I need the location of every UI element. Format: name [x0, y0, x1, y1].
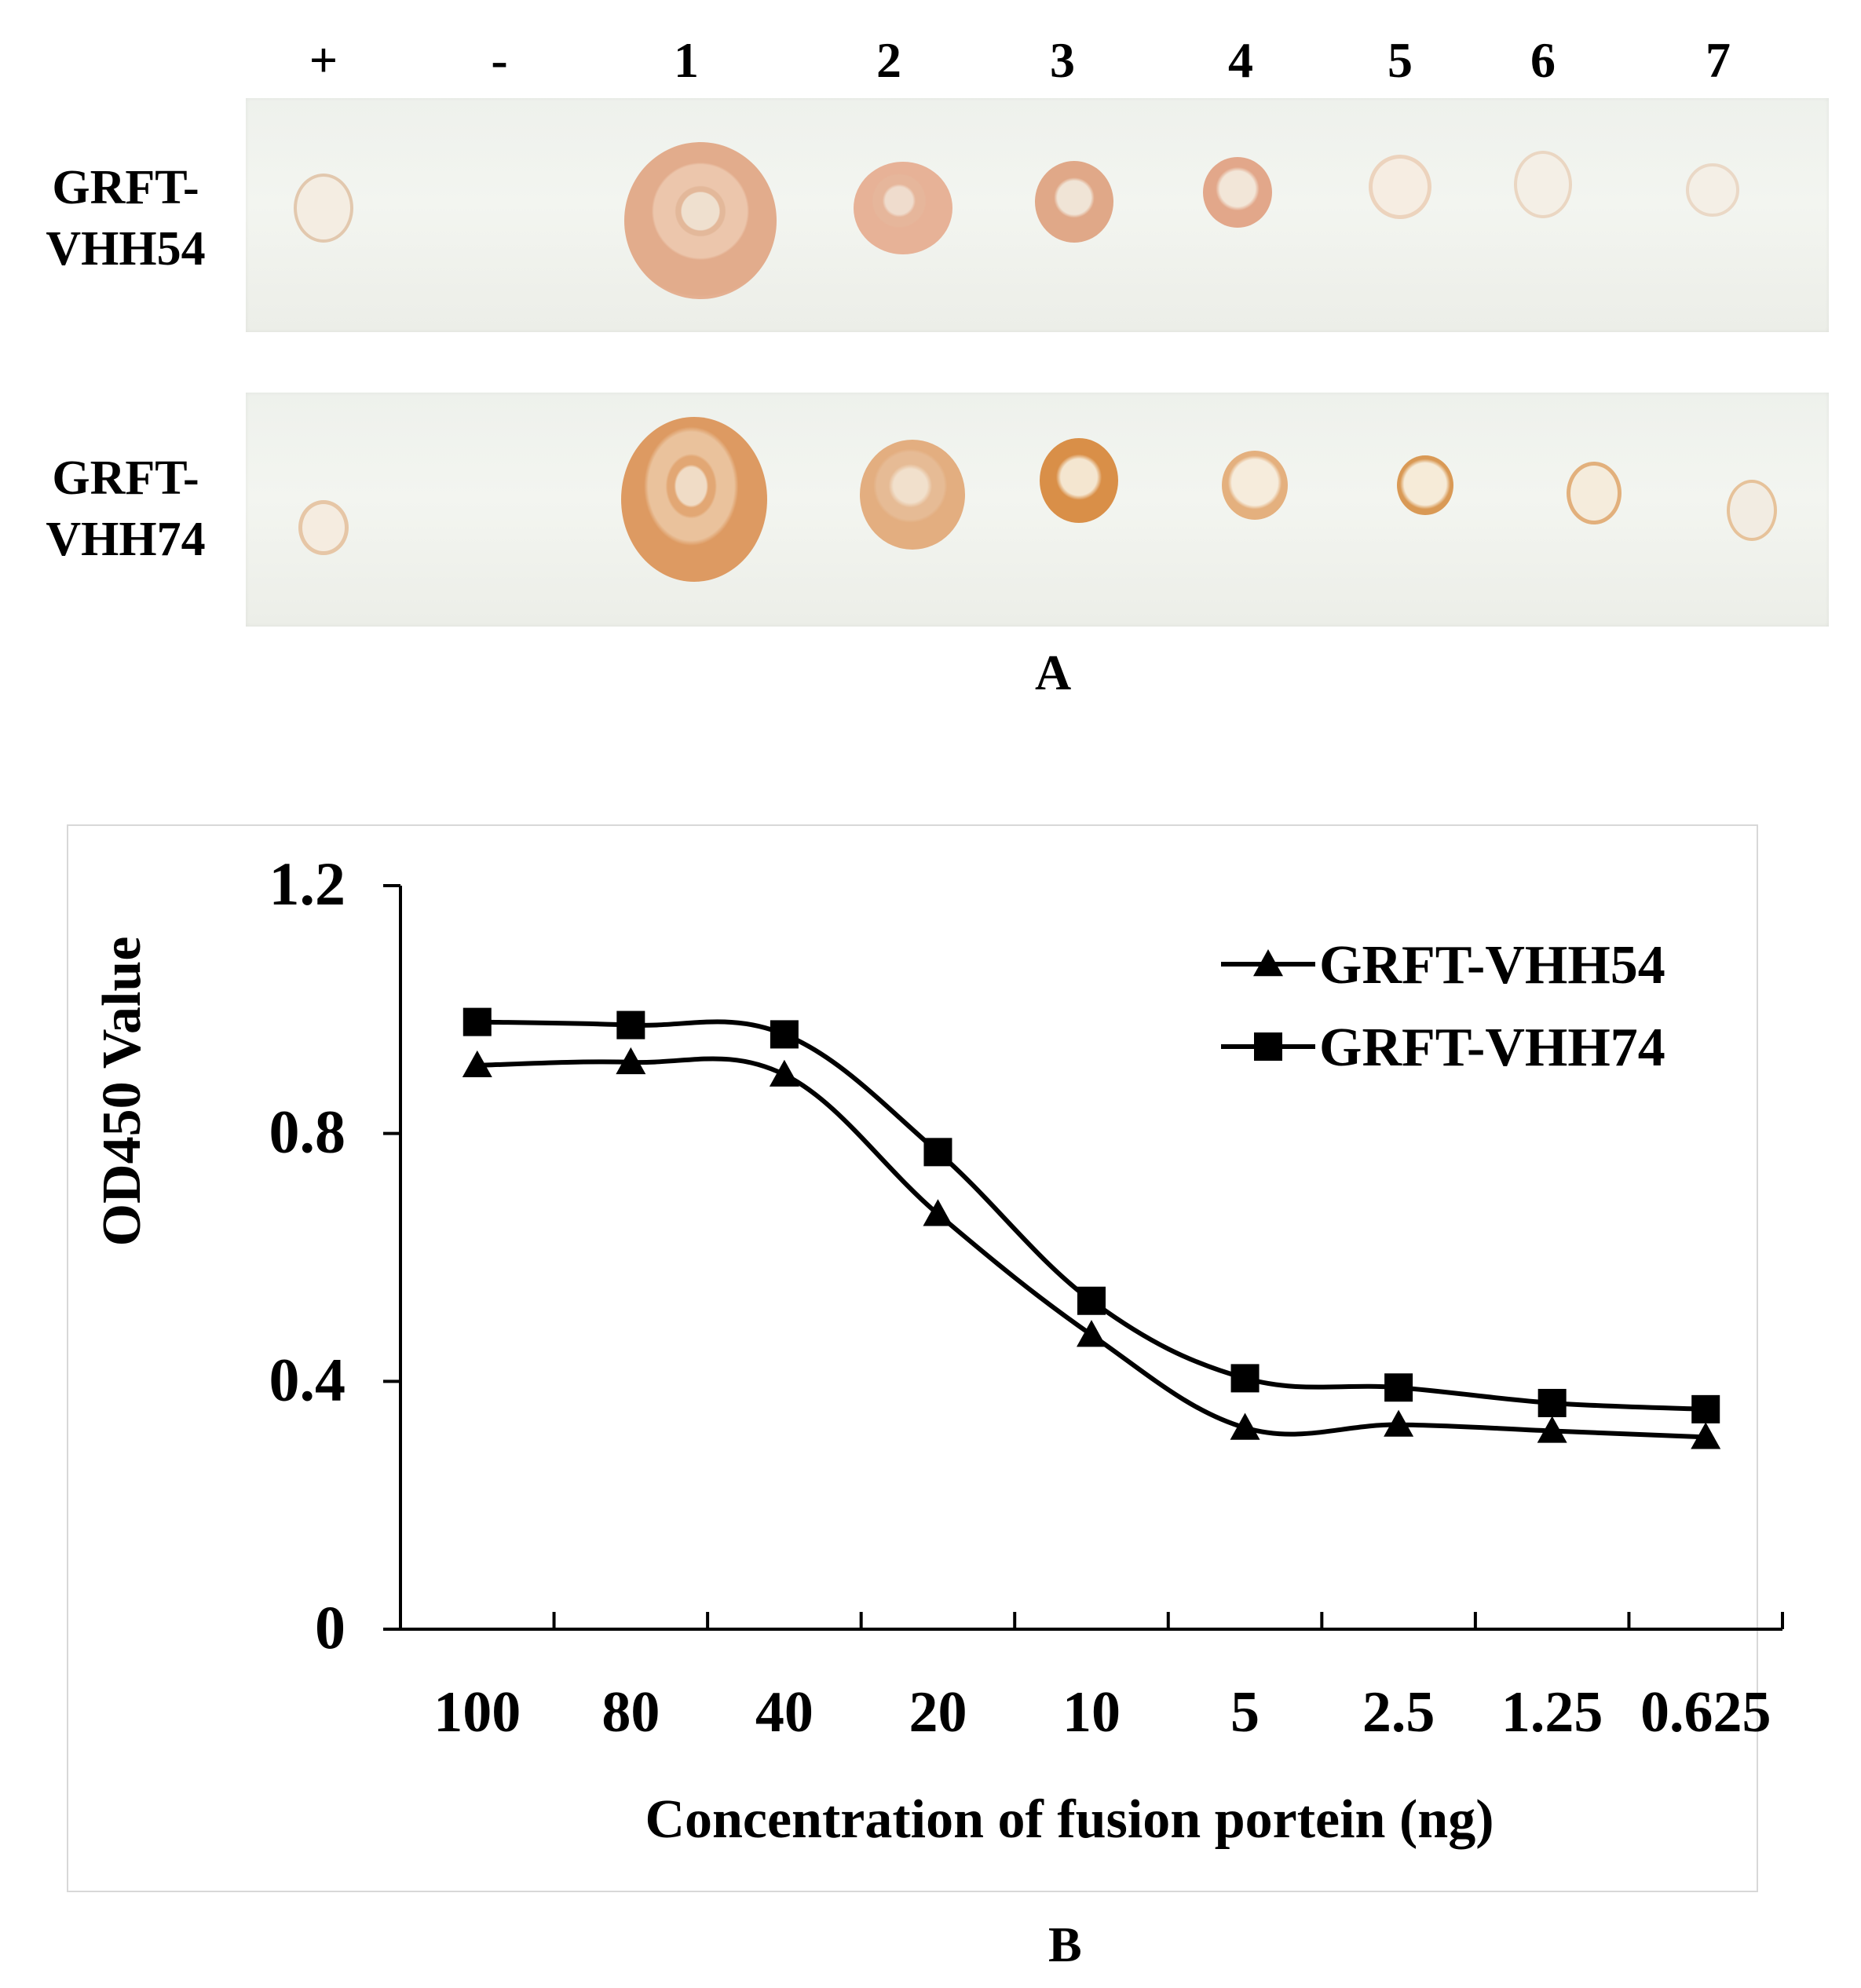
- data-point-grft-vhh74: [1691, 1394, 1720, 1423]
- data-point-grft-vhh74: [1230, 1364, 1260, 1393]
- x-tick-label: 0.625: [1640, 1680, 1771, 1745]
- data-point-grft-vhh54: [1537, 1416, 1567, 1443]
- lane-label-negative: -: [491, 32, 508, 88]
- blot-spot-7: [1727, 480, 1777, 541]
- blot-spot-1: [621, 417, 767, 582]
- blot-spot-6: [1514, 151, 1572, 218]
- blot-spot-3: [1040, 438, 1118, 523]
- y-axis-label: OD450 Value: [92, 937, 152, 1247]
- x-axis-label: Concentration of fusion portein (ng): [645, 1789, 1494, 1850]
- x-tick-label: 10: [1062, 1680, 1121, 1745]
- y-tick-label: 0.8: [269, 1098, 346, 1166]
- blot-spot-2: [854, 162, 952, 254]
- lane-label-7: 7: [1706, 32, 1731, 88]
- blot-strip-vhh54: [246, 98, 1829, 332]
- data-point-grft-vhh54: [616, 1047, 646, 1075]
- x-tick-label: 40: [755, 1680, 814, 1745]
- legend-label-grft-vhh74: GRFT-VHH74: [1319, 1018, 1665, 1078]
- legend-marker-grft-vhh74: [1254, 1032, 1282, 1061]
- data-point-grft-vhh54: [1230, 1412, 1260, 1440]
- x-tick-labels: 100 80 40 20 10 5 2.5 1.25 0.625: [433, 1680, 1771, 1745]
- data-point-grft-vhh74: [770, 1020, 799, 1049]
- lane-label-5: 5: [1388, 32, 1413, 88]
- row-label-vhh74-line1: GRFT-: [52, 451, 199, 505]
- x-tick-label: 1.25: [1501, 1680, 1603, 1745]
- row-label-vhh74-line2: VHH74: [46, 513, 206, 566]
- blot-spot-4: [1222, 451, 1288, 520]
- data-point-grft-vhh54: [1384, 1409, 1414, 1437]
- series-grft-vhh74: [463, 1007, 1720, 1423]
- data-point-grft-vhh54: [462, 1050, 492, 1078]
- blot-spot-4: [1203, 157, 1272, 228]
- data-point-grft-vhh54: [769, 1059, 799, 1087]
- series-line-grft-vhh54: [477, 1056, 1706, 1440]
- chart-axes: [383, 884, 1784, 1631]
- data-point-grft-vhh74: [463, 1007, 492, 1036]
- lane-label-6: 6: [1530, 32, 1556, 88]
- lane-label-1: 1: [674, 32, 699, 88]
- x-tick-label: 20: [909, 1680, 967, 1745]
- series-grft-vhh54: [462, 1047, 1721, 1449]
- x-tick-label: 2.5: [1362, 1680, 1435, 1745]
- blot-spot-5: [1369, 155, 1431, 219]
- y-tick-label: 0.4: [269, 1345, 346, 1413]
- blot-spot-5: [1397, 455, 1453, 515]
- row-label-vhh54: GRFT- VHH54: [24, 157, 228, 280]
- data-point-grft-vhh74: [1384, 1373, 1413, 1402]
- row-label-vhh54-line1: GRFT-: [52, 161, 199, 214]
- series-line-grft-vhh74: [477, 1019, 1706, 1412]
- legend-label-grft-vhh54: GRFT-VHH54: [1319, 935, 1665, 996]
- blot-spot-positive: [294, 174, 353, 243]
- chart-frame: [67, 824, 1758, 1892]
- chart-series: [462, 1007, 1721, 1449]
- blot-spot-6: [1567, 462, 1622, 524]
- blot-spot-3: [1035, 161, 1113, 243]
- data-point-grft-vhh74: [1537, 1388, 1567, 1417]
- blot-spot-1: [624, 142, 777, 299]
- data-point-grft-vhh54: [923, 1199, 953, 1226]
- x-tick-label: 100: [433, 1680, 521, 1745]
- row-label-vhh54-line2: VHH54: [46, 222, 206, 276]
- data-point-grft-vhh54: [1691, 1422, 1721, 1449]
- blot-spot-positive: [298, 500, 349, 555]
- lane-label-4: 4: [1228, 32, 1253, 88]
- data-point-grft-vhh74: [923, 1138, 952, 1167]
- y-tick-label: 1.2: [269, 850, 346, 918]
- x-tick-label: 5: [1230, 1680, 1260, 1745]
- chart-legend: GRFT-VHH54 GRFT-VHH74: [1221, 935, 1665, 1078]
- legend-marker-grft-vhh54: [1253, 949, 1283, 977]
- lane-label-positive: +: [309, 32, 338, 88]
- blot-strip-vhh74: [246, 393, 1829, 627]
- data-point-grft-vhh54: [1077, 1320, 1106, 1347]
- x-tick-label: 80: [601, 1680, 660, 1745]
- row-label-vhh74: GRFT- VHH74: [24, 448, 228, 570]
- y-tick-labels: 0 0.4 0.8 1.2: [269, 850, 346, 1661]
- lane-label-3: 3: [1050, 32, 1075, 88]
- blot-spot-7: [1686, 163, 1739, 217]
- y-tick-label: 0: [315, 1593, 346, 1661]
- data-point-grft-vhh74: [616, 1010, 645, 1040]
- panel-a-caption: A: [1035, 645, 1072, 700]
- blot-spot-2: [860, 440, 965, 550]
- panel-b-caption: B: [1048, 1917, 1082, 1972]
- lane-label-2: 2: [876, 32, 901, 88]
- data-point-grft-vhh74: [1077, 1286, 1106, 1315]
